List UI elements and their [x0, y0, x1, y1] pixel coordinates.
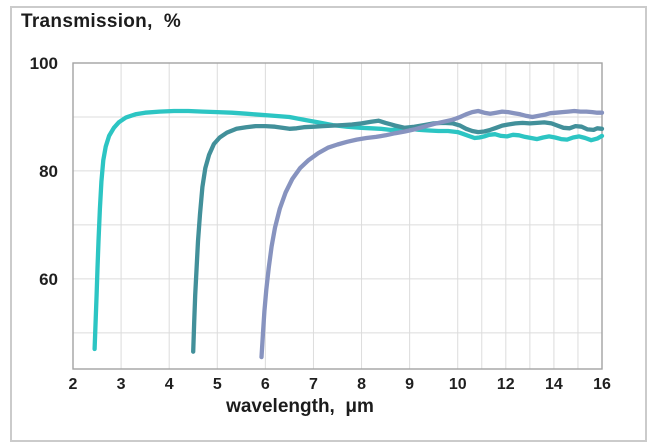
x-tick-label: 12 [497, 376, 515, 393]
y-tick-label: 80 [39, 162, 58, 181]
y-tick-label: 60 [39, 270, 58, 289]
x-tick-label: 2 [69, 376, 78, 393]
x-axis-title: wavelength, μm [226, 396, 374, 417]
x-tick-label: 14 [545, 376, 563, 393]
x-tick-label: 3 [117, 376, 126, 393]
chart-title: Transmission, % [21, 11, 182, 32]
x-tick-label: 16 [593, 376, 611, 393]
x-tick-label: 5 [213, 376, 222, 393]
x-tick-label: 9 [405, 376, 414, 393]
series-slate-blue-curve-onset-5.9um [259, 108, 605, 360]
plot-border [72, 62, 603, 370]
x-tick-label: 4 [165, 376, 174, 393]
series-teal-curve-onset-4.5um [191, 118, 605, 354]
y-tick-label: 100 [30, 54, 58, 73]
x-tick-label: 8 [357, 376, 366, 393]
x-tick-label: 7 [309, 376, 318, 393]
x-tick-label: 10 [449, 376, 467, 393]
series-turquoise-curve-onset-2.5um [92, 108, 605, 352]
x-tick-label: 6 [261, 376, 270, 393]
